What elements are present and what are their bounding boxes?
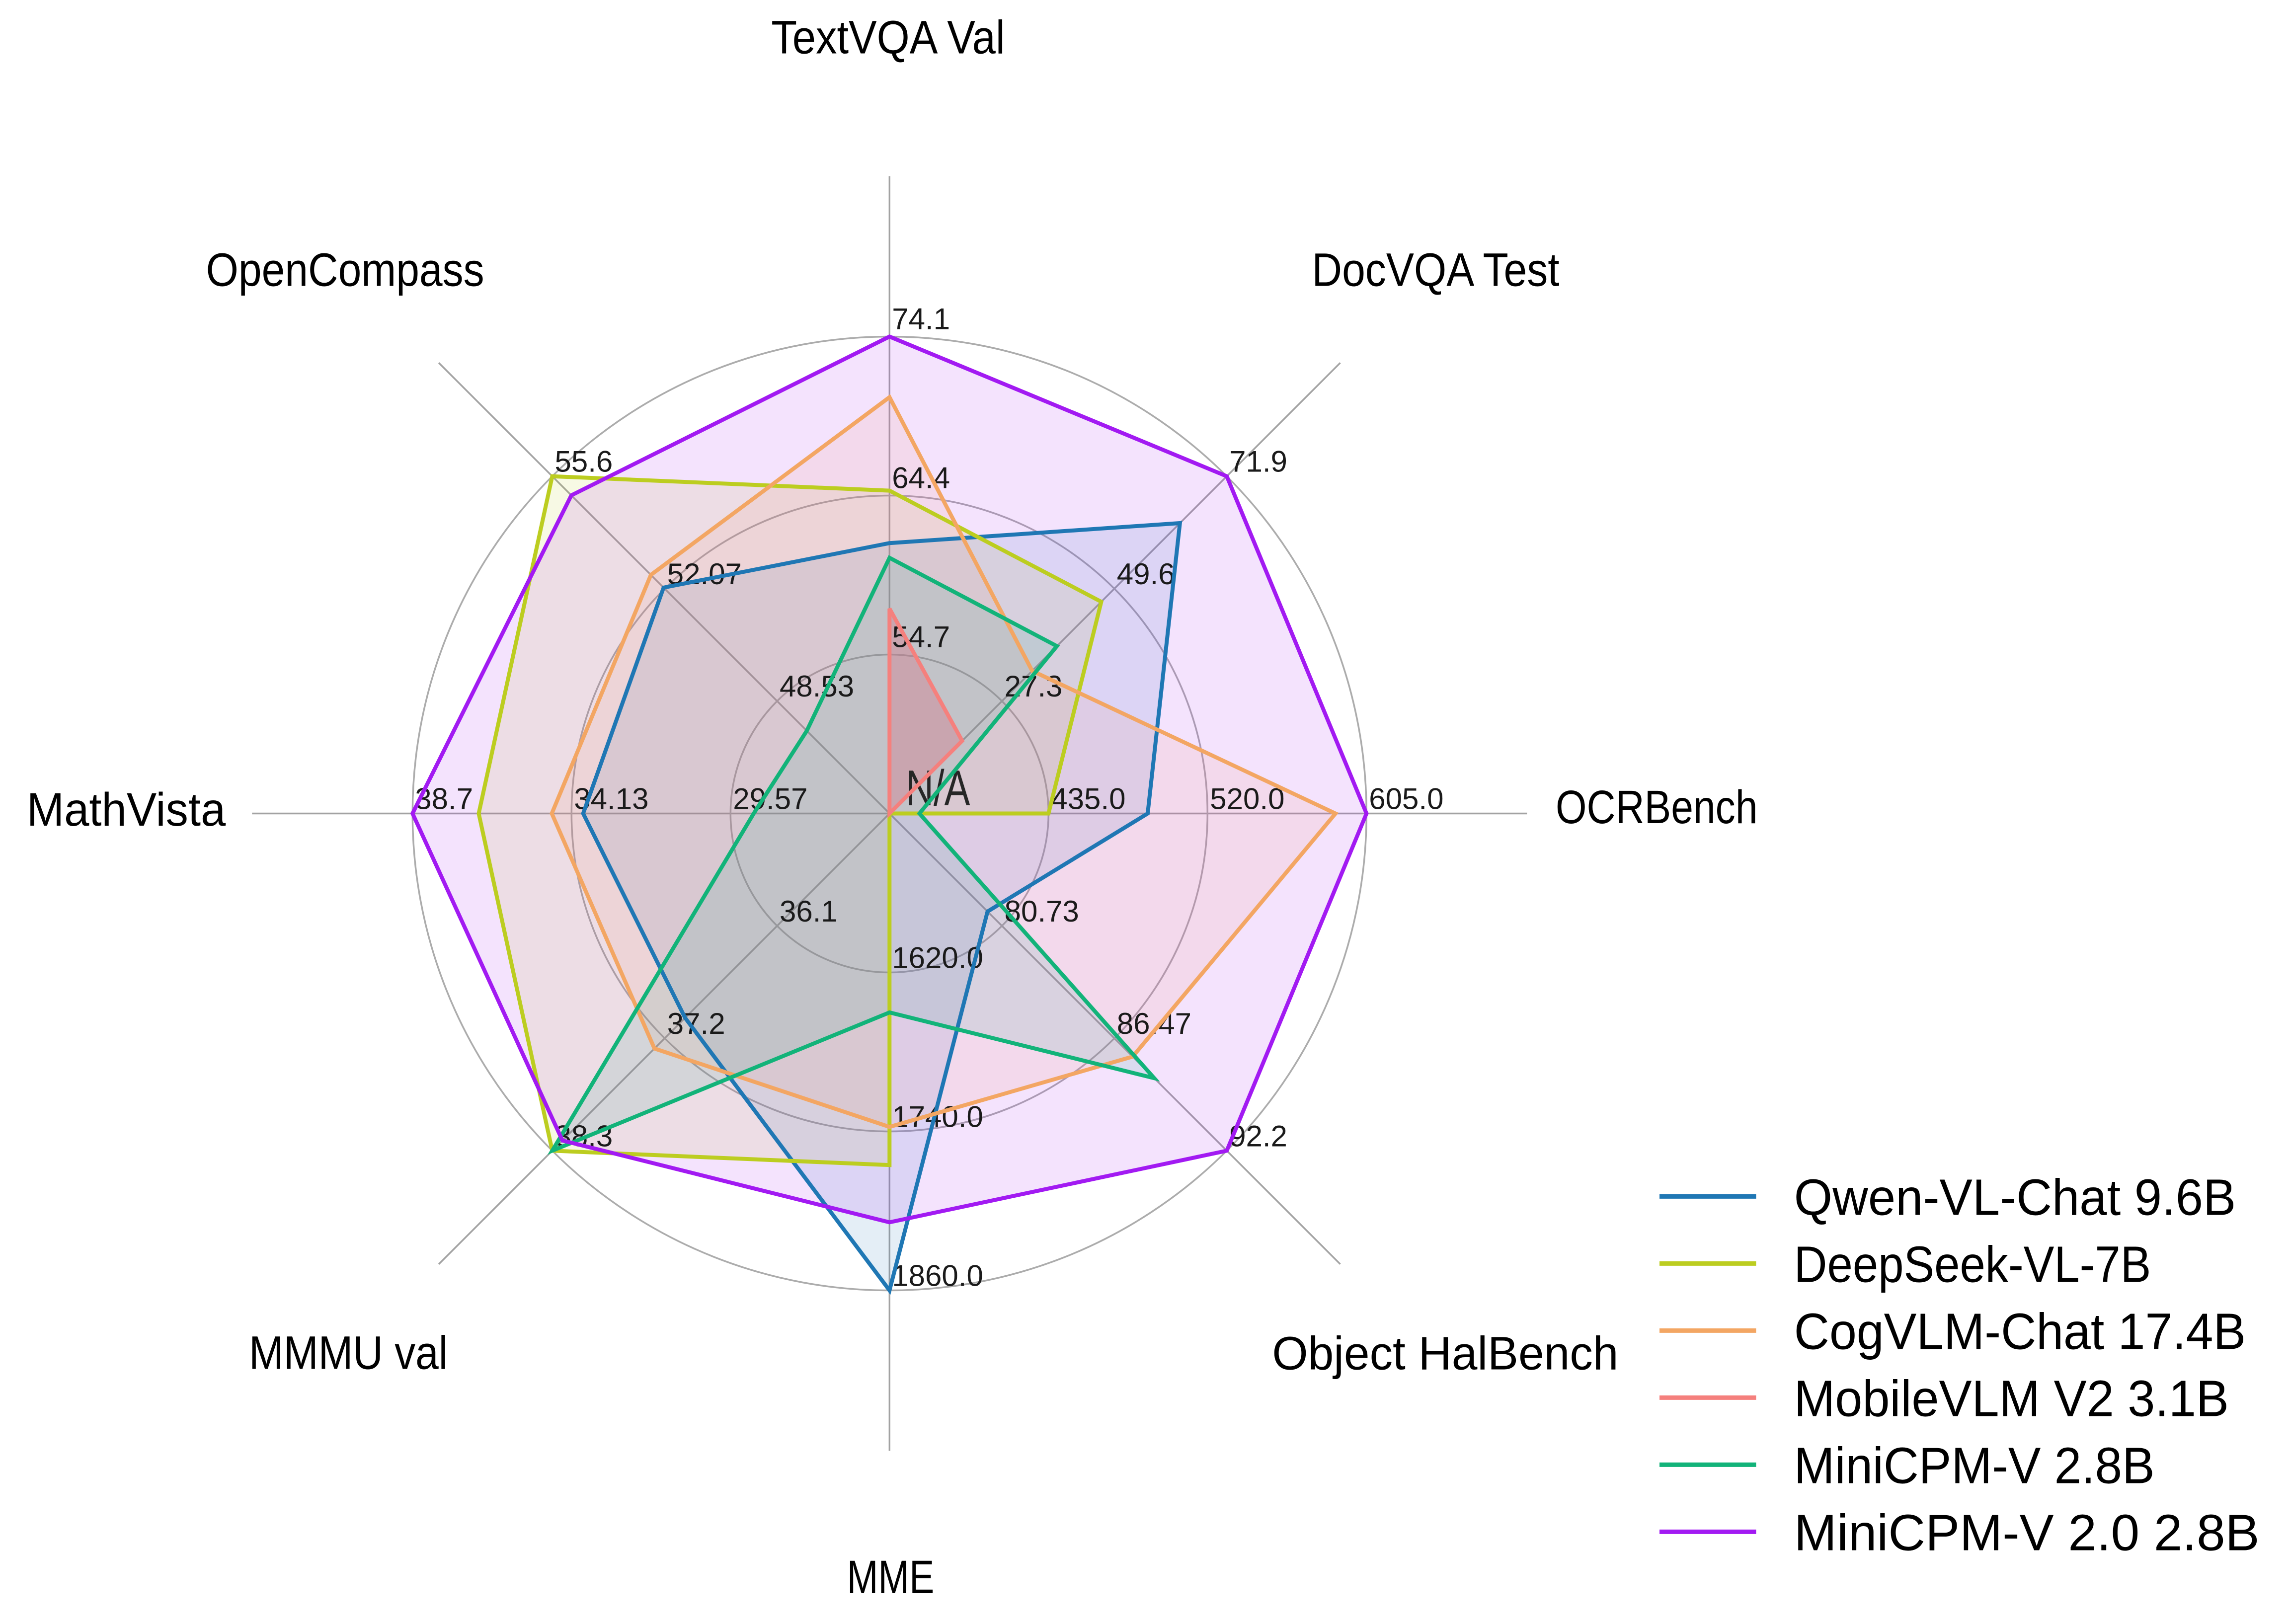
svg-text:605.0: 605.0 bbox=[1369, 782, 1443, 816]
svg-text:MobileVLM V2 3.1B: MobileVLM V2 3.1B bbox=[1794, 1370, 2229, 1427]
svg-text:71.9: 71.9 bbox=[1229, 445, 1287, 478]
svg-text:MME: MME bbox=[847, 1551, 935, 1604]
svg-text:OCRBench: OCRBench bbox=[1556, 781, 1758, 834]
svg-text:48.53: 48.53 bbox=[780, 670, 854, 703]
svg-text:435.0: 435.0 bbox=[1051, 782, 1125, 816]
svg-text:74.1: 74.1 bbox=[892, 303, 950, 336]
svg-text:Object HalBench: Object HalBench bbox=[1272, 1327, 1618, 1380]
svg-text:Qwen-VL-Chat 9.6B: Qwen-VL-Chat 9.6B bbox=[1794, 1169, 2236, 1226]
svg-text:54.7: 54.7 bbox=[892, 620, 950, 654]
svg-text:49.6: 49.6 bbox=[1117, 557, 1175, 591]
svg-text:MiniCPM-V 2.8B: MiniCPM-V 2.8B bbox=[1794, 1437, 2155, 1494]
svg-text:OpenCompass: OpenCompass bbox=[206, 243, 484, 296]
svg-text:CogVLM-Chat 17.4B: CogVLM-Chat 17.4B bbox=[1794, 1303, 2246, 1360]
svg-text:MiniCPM-V 2.0 2.8B: MiniCPM-V 2.0 2.8B bbox=[1794, 1504, 2260, 1561]
svg-text:86.47: 86.47 bbox=[1117, 1007, 1191, 1040]
svg-text:1860.0: 1860.0 bbox=[892, 1259, 983, 1293]
svg-text:TextVQA Val: TextVQA Val bbox=[771, 11, 1005, 64]
svg-text:36.1: 36.1 bbox=[780, 895, 838, 928]
svg-text:MMMU val: MMMU val bbox=[249, 1326, 448, 1379]
svg-text:1620.0: 1620.0 bbox=[892, 941, 983, 975]
svg-text:DeepSeek-VL-7B: DeepSeek-VL-7B bbox=[1794, 1236, 2151, 1293]
svg-text:MathVista: MathVista bbox=[27, 783, 226, 836]
svg-text:520.0: 520.0 bbox=[1210, 782, 1284, 816]
svg-text:DocVQA Test: DocVQA Test bbox=[1312, 243, 1559, 296]
svg-text:64.4: 64.4 bbox=[892, 462, 950, 495]
svg-text:55.6: 55.6 bbox=[555, 445, 613, 478]
